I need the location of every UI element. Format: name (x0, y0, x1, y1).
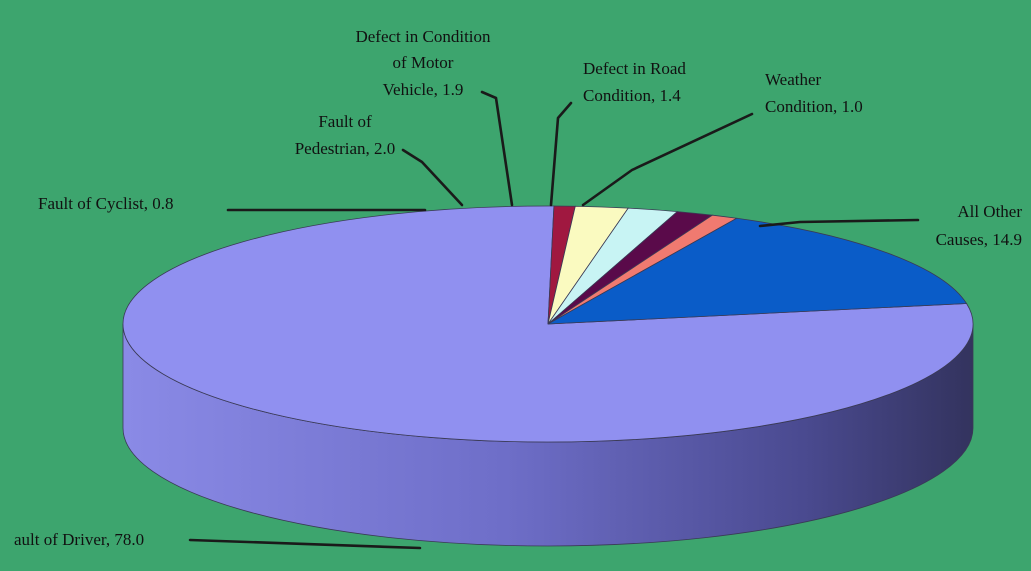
label-weather-condition-line-2: Condition, 1.0 (765, 97, 863, 116)
label-defect-in-road-condition-line-1: Defect in Road (583, 59, 686, 78)
pie-top (122, 205, 974, 443)
leader-fault-of-pedestrian (401, 148, 464, 207)
leader-lines (188, 90, 920, 550)
pie-slice-fault-of-driver (122, 205, 974, 443)
label-defect-in-condition-of-motor-vehicle-line-3: Vehicle, 1.9 (383, 80, 464, 99)
leader-defect-in-road-condition (549, 101, 573, 207)
label-defect-in-road-condition-line-2: Condition, 1.4 (583, 86, 681, 105)
label-fault-of-pedestrian-line-1: Fault of (318, 112, 372, 131)
label-all-other-causes-line-1: All Other (957, 202, 1022, 221)
leader-all-other-causes (758, 218, 920, 228)
label-defect-in-condition-of-motor-vehicle-line-2: of Motor (393, 53, 454, 72)
label-fault-of-pedestrian-line-2: Pedestrian, 2.0 (295, 139, 396, 158)
label-weather-condition-line-1: Weather (765, 70, 822, 89)
label-fault-of-driver-line-1: ault of Driver, 78.0 (14, 530, 144, 549)
label-defect-in-condition-of-motor-vehicle-line-1: Defect in Condition (355, 27, 491, 46)
leader-defect-in-condition-of-motor-vehicle (480, 90, 514, 207)
leader-fault-of-driver (188, 538, 422, 550)
label-all-other-causes-line-2: Causes, 14.9 (936, 230, 1022, 249)
slice-labels: ault of Driver, 78.0 All Other Causes, 14.… (14, 27, 1022, 549)
leader-weather-condition (581, 112, 754, 207)
label-fault-of-cyclist-line-1: Fault of Cyclist, 0.8 (38, 194, 174, 213)
